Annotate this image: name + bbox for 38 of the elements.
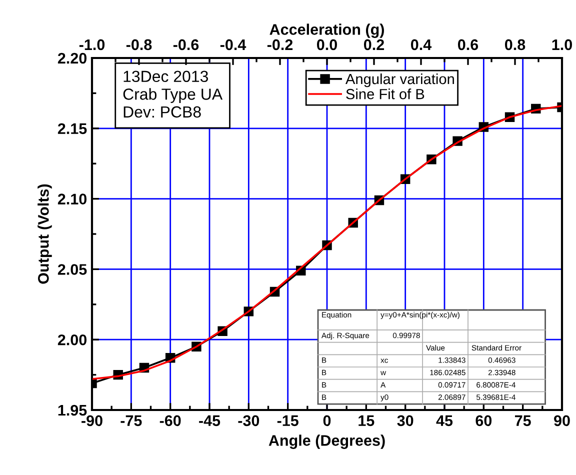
x-tick-label: 30 [397,415,414,426]
x2-tick-label: -1.0 [79,39,105,50]
x-tick-label: 60 [476,415,492,426]
x-tick-label: -75 [120,415,142,426]
x2-tick-label: 0.2 [364,39,384,50]
annotation: Crab Type UA [123,88,223,103]
y-tick-label: 1.95 [58,404,87,416]
y-tick-label: 2.10 [58,194,87,204]
x2-tick-label: -0.6 [173,39,199,50]
x2-tick-label: 0.4 [410,39,432,50]
x2-tick-label: 0.8 [504,39,526,50]
legend-label: Sine Fit of B [346,88,424,100]
x-tick-label: -45 [199,415,220,426]
legend-label: Angular variation [345,73,454,88]
x2-tick-label: 0.0 [316,39,337,50]
x-tick-label: 45 [436,415,453,426]
x-tick-label: -60 [160,415,181,426]
x-axis-title: Angle (Degrees) [268,434,385,449]
y-tick-label: 2.05 [58,264,87,275]
annotation: 13Dec 2013 [124,70,208,82]
x2-axis-title: Acceleration (g) [270,24,384,38]
x2-tick-label: -0.4 [220,39,246,50]
x-tick-label: 75 [514,415,531,426]
y-tick-label: 2.20 [58,52,87,64]
y-tick-label: 2.15 [58,123,87,134]
x2-tick-label: -0.8 [126,39,152,50]
x-tick-label: 0 [323,415,331,426]
x-tick-label: 90 [554,415,570,426]
x-tick-label: 15 [358,415,374,426]
x2-tick-label: -0.2 [267,39,293,50]
y-tick-label: 2.00 [58,334,87,346]
annotation: Dev: PCB8 [124,106,201,118]
y-axis-title: Output (Volts) [38,184,52,284]
x-tick-label: -90 [82,415,102,426]
x2-tick-label: 1.0 [552,39,572,50]
x2-tick-label: 0.6 [458,39,478,50]
x-tick-label: -30 [238,415,260,426]
x-tick-label: -15 [277,415,298,426]
